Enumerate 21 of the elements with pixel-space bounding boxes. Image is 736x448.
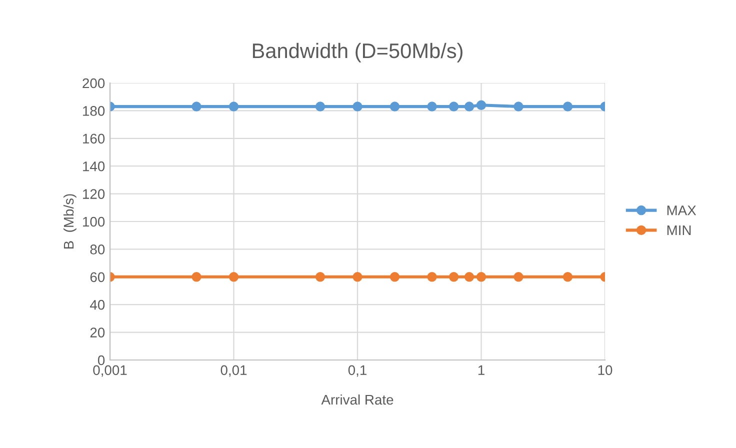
y-tick-label: 40 xyxy=(90,300,105,310)
y-tick-label: 200 xyxy=(82,78,105,88)
legend-label: MIN xyxy=(667,225,691,236)
x-tick-label: 10 xyxy=(598,365,612,376)
chart-title: Bandwidth (D=50Mb/s) xyxy=(252,42,462,62)
y-tick-label: 100 xyxy=(83,216,105,227)
y-tick-label: 60 xyxy=(90,272,105,282)
y-tick-label: 140 xyxy=(83,161,105,172)
x-tick-label: 0,001 xyxy=(93,365,127,377)
x-axis-title: Arrival Rate xyxy=(321,394,394,405)
x-tick-label: 0,01 xyxy=(220,365,247,377)
y-axis-title: B (Mb/s) xyxy=(63,194,76,249)
legend-label: MAX xyxy=(667,206,696,216)
y-tick-label: 0 xyxy=(98,355,105,366)
y-tick-label: 120 xyxy=(83,189,105,199)
y-tick-label: 80 xyxy=(90,244,105,254)
y-tick-label: 160 xyxy=(83,134,105,144)
x-tick-label: 0,1 xyxy=(348,365,366,377)
y-tick-label: 180 xyxy=(83,106,105,116)
x-tick-label: 1 xyxy=(478,365,484,375)
y-tick-label: 20 xyxy=(90,328,105,338)
